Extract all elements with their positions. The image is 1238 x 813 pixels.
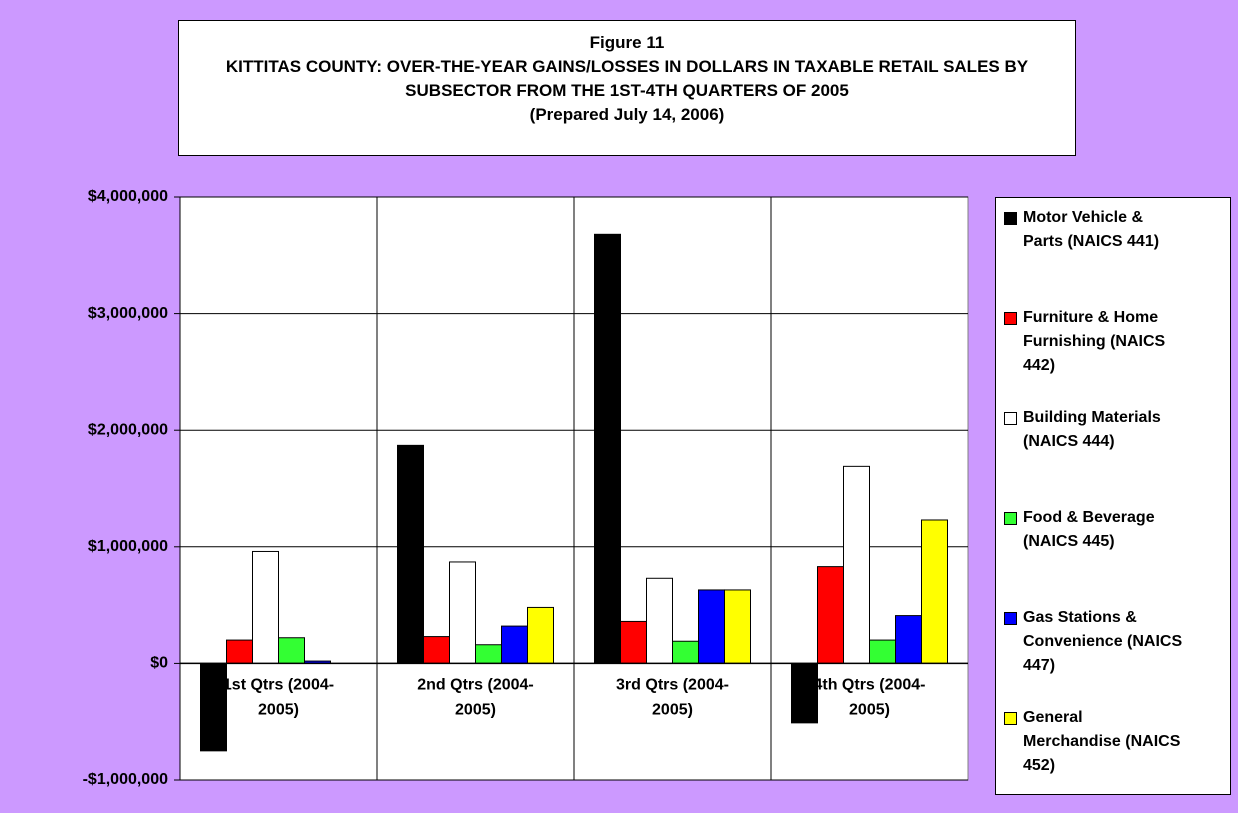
bar: [397, 444, 424, 664]
legend-swatch: [1004, 412, 1017, 425]
bar: [869, 639, 896, 664]
x-tick-label: 4th Qtrs (2004-2005): [813, 677, 925, 719]
chart-subtitle: KITTITAS COUNTY: OVER-THE-YEAR GAINS/LOS…: [225, 57, 1029, 100]
bar: [501, 625, 528, 664]
x-tick-label: 1st Qtrs (2004-2005): [223, 677, 334, 719]
bar: [921, 519, 948, 664]
y-tick-label: $4,000,000: [88, 188, 168, 205]
bar: [594, 233, 621, 664]
legend-entry: Motor Vehicle & Parts (NAICS 441): [1004, 206, 1204, 254]
chart-title: Figure 11: [589, 33, 665, 52]
bar: [895, 615, 922, 664]
legend: Motor Vehicle & Parts (NAICS 441) Furnitu…: [995, 197, 1231, 795]
legend-entry: Food & Beverage (NAICS 445): [1004, 506, 1204, 554]
bar: [200, 662, 227, 752]
legend-swatch: [1004, 212, 1017, 225]
y-tick-label: -$1,000,000: [83, 771, 169, 788]
legend-label: Building Materials (NAICS 444): [1023, 409, 1161, 450]
bar: [620, 620, 647, 664]
bar: [672, 640, 699, 664]
bar: [817, 566, 844, 664]
legend-swatch: [1004, 512, 1017, 525]
bar: [423, 636, 450, 664]
bar: [724, 589, 751, 664]
legend-swatch: [1004, 312, 1017, 325]
bar: [475, 644, 502, 664]
y-tick-label: $2,000,000: [88, 421, 168, 438]
bar: [449, 561, 476, 664]
y-tick-label: $0: [150, 655, 168, 672]
legend-swatch: [1004, 612, 1017, 625]
bar: [843, 465, 870, 664]
legend-swatch: [1004, 712, 1017, 725]
legend-entry: Building Materials (NAICS 444): [1004, 406, 1204, 454]
legend-label: Motor Vehicle & Parts (NAICS 441): [1023, 209, 1160, 250]
bar: [527, 606, 554, 664]
bar: [252, 550, 279, 664]
legend-entry: General Merchandise (NAICS 452): [1004, 706, 1204, 778]
bar: [226, 639, 253, 664]
bar: [791, 662, 818, 724]
legend-entry: Gas Stations & Convenience (NAICS 447): [1004, 606, 1204, 678]
legend-entry: Furniture & Home Furnishing (NAICS 442): [1004, 306, 1204, 378]
bar: [278, 637, 305, 664]
legend-label: Furniture & Home Furnishing (NAICS 442): [1023, 309, 1166, 374]
chart-note: (Prepared July 14, 2006): [529, 105, 725, 124]
y-tick-label: $3,000,000: [88, 305, 168, 322]
title-box: Figure 11 KITTITAS COUNTY: OVER-THE-YEAR…: [178, 20, 1076, 156]
x-tick-label: 2nd Qtrs (2004-2005): [417, 677, 533, 719]
legend-label: General Merchandise (NAICS 452): [1023, 709, 1181, 774]
bar: [646, 577, 673, 664]
x-tick-label: 3rd Qtrs (2004-2005): [616, 677, 729, 719]
legend-label: Food & Beverage (NAICS 445): [1023, 509, 1155, 550]
bar: [698, 589, 725, 664]
legend-label: Gas Stations & Convenience (NAICS 447): [1023, 609, 1183, 674]
y-tick-label: $1,000,000: [88, 538, 168, 555]
